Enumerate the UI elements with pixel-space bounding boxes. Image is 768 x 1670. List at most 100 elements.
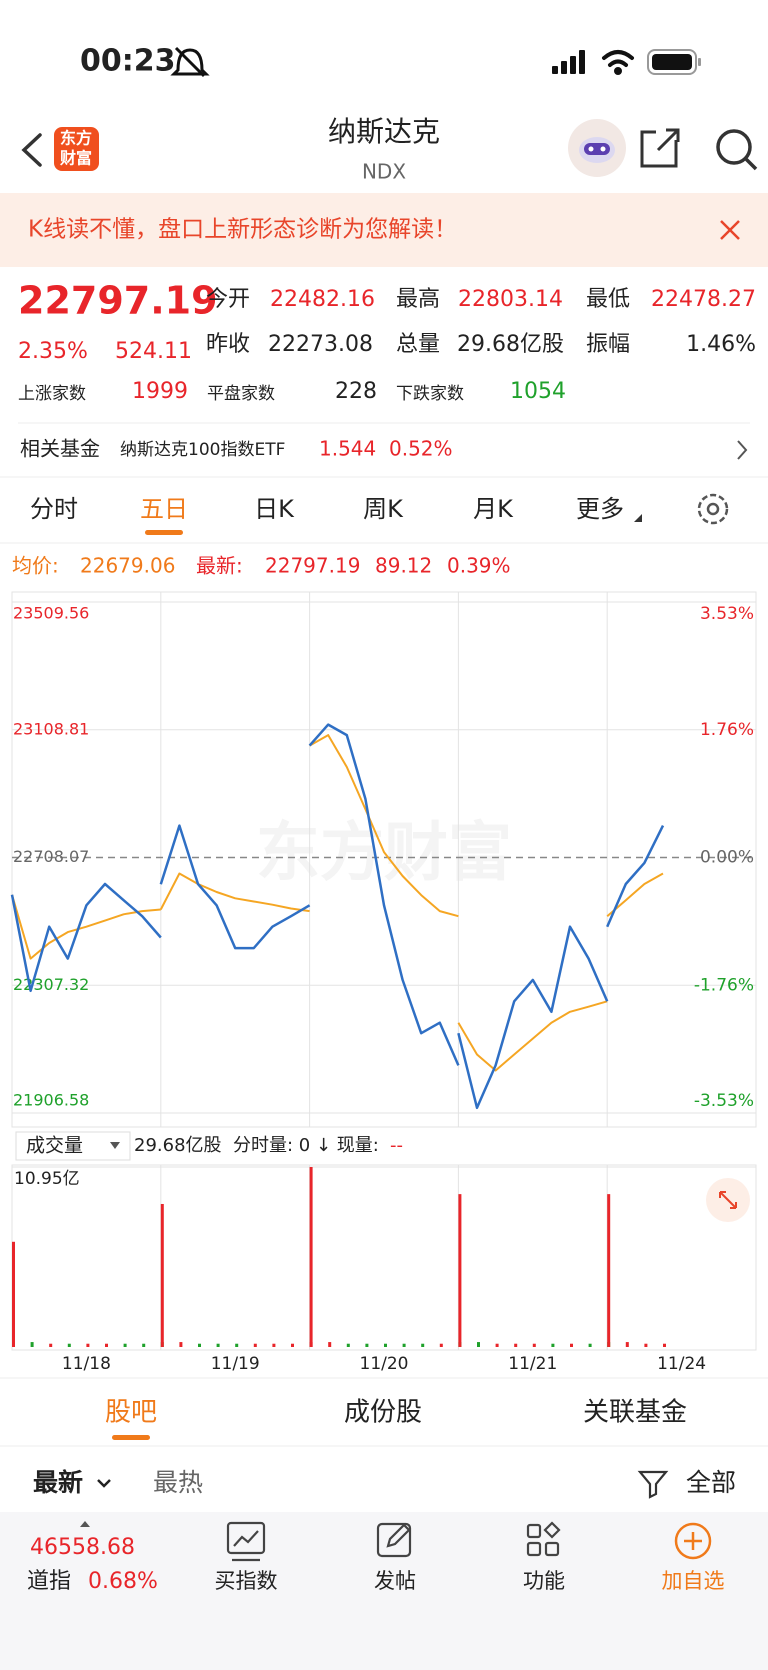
volume-bar [235, 1343, 239, 1347]
feed-tab[interactable]: 股吧 [105, 1398, 157, 1428]
fund-change: 0.52% [389, 437, 453, 461]
y-tick-label: 23509.56 [13, 604, 89, 623]
y2-tick-label: -1.76% [694, 975, 754, 995]
tab-underline [145, 530, 183, 535]
banner-text: K线读不懂，盘口上新形态诊断为您解读！ [28, 217, 457, 243]
feed-tab[interactable]: 关联基金 [583, 1398, 687, 1428]
sort-option[interactable]: 最新 [33, 1468, 83, 1497]
expand-button[interactable] [706, 1178, 750, 1222]
stat-label: 最低 [586, 287, 630, 312]
filter-icon[interactable] [637, 1470, 669, 1499]
volume-bar [439, 1343, 443, 1347]
volume-bar [272, 1343, 276, 1347]
volume-bar [309, 1167, 313, 1347]
volume-bar [588, 1343, 592, 1347]
volume-bar [495, 1343, 499, 1347]
price-line [457, 925, 609, 1110]
mute-icon [170, 46, 210, 78]
y-tick-label: 10.95亿 [14, 1169, 80, 1189]
breadth-label: 下跌家数 [396, 384, 464, 404]
avg-line [309, 734, 459, 918]
promo-banner[interactable] [0, 193, 768, 267]
latest-change-pct: 0.39% [447, 554, 511, 578]
y-tick-label: 22307.32 [13, 975, 89, 994]
y2-tick-label: 0.00% [700, 848, 754, 868]
share-button[interactable] [640, 128, 680, 168]
logo-text: 财富 [59, 149, 92, 168]
volume-bar [328, 1342, 332, 1347]
price-line [159, 824, 311, 950]
page-subtitle: NDX [362, 160, 406, 184]
price-line [308, 723, 460, 1066]
bottom-button[interactable]: 功能 [523, 1569, 565, 1593]
volume-bar [12, 1241, 15, 1347]
index-pct: 0.68% [88, 1569, 158, 1594]
sort-option[interactable]: 最热 [153, 1468, 203, 1497]
settings-button[interactable] [697, 493, 729, 525]
volume-bar [402, 1343, 406, 1347]
chart-tab[interactable]: 月K [473, 495, 514, 523]
chart-tab[interactable]: 分时 [30, 495, 78, 523]
y2-tick-label: -3.53% [694, 1091, 754, 1111]
breadth-value: 1054 [510, 379, 566, 404]
breadth-label: 上涨家数 [18, 384, 86, 404]
volume-bar [253, 1343, 257, 1347]
app-logo [54, 127, 99, 171]
volume-bar [551, 1343, 555, 1347]
volume-bar [663, 1343, 666, 1347]
volume-detail-value: -- [390, 1135, 403, 1156]
volume-bar [291, 1343, 294, 1347]
chart-tab[interactable]: 日K [254, 495, 295, 523]
x-tick-label: 11/20 [360, 1354, 409, 1374]
banner-close[interactable] [720, 220, 740, 240]
wifi-icon [602, 50, 634, 75]
chart-tab[interactable]: 周K [363, 495, 404, 523]
y-tick-label: 23108.81 [13, 719, 89, 738]
volume-bar [86, 1343, 90, 1347]
volume-bar [421, 1343, 425, 1347]
stat-label: 今开 [206, 287, 250, 312]
bottom-button[interactable]: 买指数 [215, 1569, 278, 1593]
stat-value: 22803.14 [458, 287, 563, 312]
x-tick-label: 11/21 [508, 1354, 557, 1374]
volume-bar [365, 1343, 369, 1347]
buy-index-icon [226, 1521, 266, 1562]
search-button[interactable] [716, 129, 758, 171]
breadth-label: 平盘家数 [207, 384, 275, 404]
battery-icon [647, 49, 701, 75]
volume-bar [384, 1343, 387, 1347]
volume-bar [123, 1343, 127, 1347]
page-title: 纳斯达克 [328, 115, 440, 148]
filter-label[interactable]: 全部 [686, 1468, 736, 1497]
fund-price: 1.544 [319, 437, 376, 461]
sort-chevron[interactable] [97, 1479, 111, 1488]
chart-tab[interactable]: 更多 [576, 495, 624, 523]
breadth-value: 228 [335, 379, 377, 404]
volume-bar [30, 1342, 34, 1347]
back-button[interactable] [21, 133, 42, 167]
fund-label: 相关基金 [20, 437, 100, 461]
fund-chevron[interactable] [737, 440, 748, 460]
stat-label: 总量 [396, 332, 440, 357]
volume-bar [477, 1342, 480, 1347]
index-arrow [80, 1521, 90, 1527]
avg-value: 22679.06 [80, 554, 175, 578]
chart-tab[interactable]: 五日 [140, 495, 188, 523]
avg-label: 均价: [12, 554, 59, 578]
bottom-button[interactable]: 加自选 [662, 1569, 725, 1593]
volume-dropdown[interactable] [15, 1131, 131, 1161]
y2-tick-label: 3.53% [700, 604, 754, 624]
dropdown-arrow [110, 1142, 120, 1149]
x-tick-label: 11/24 [657, 1354, 706, 1374]
assistant-avatar[interactable] [568, 119, 626, 177]
function-icon [526, 1521, 561, 1557]
signal-icon [552, 50, 585, 74]
change-value: 524.11 [115, 339, 192, 364]
price-panel [11, 591, 757, 1128]
volume-bar [198, 1343, 201, 1347]
volume-bar [607, 1194, 611, 1347]
fund-name[interactable]: 纳斯达克100指数ETF [120, 440, 285, 460]
feed-tab[interactable]: 成份股 [344, 1398, 422, 1428]
bottom-button[interactable]: 发帖 [374, 1569, 416, 1593]
